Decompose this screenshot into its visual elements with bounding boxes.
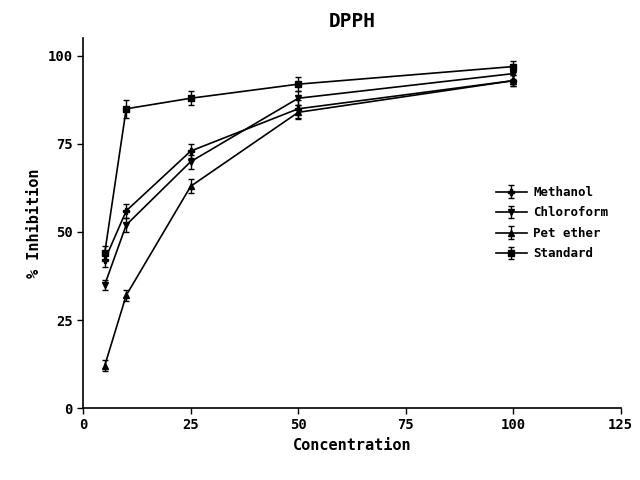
Legend: Methanol, Chloroform, Pet ether, Standard: Methanol, Chloroform, Pet ether, Standar… [490,180,614,267]
Title: DPPH: DPPH [328,12,376,31]
Y-axis label: % Inhibition: % Inhibition [27,168,42,278]
X-axis label: Concentration: Concentration [292,438,412,453]
